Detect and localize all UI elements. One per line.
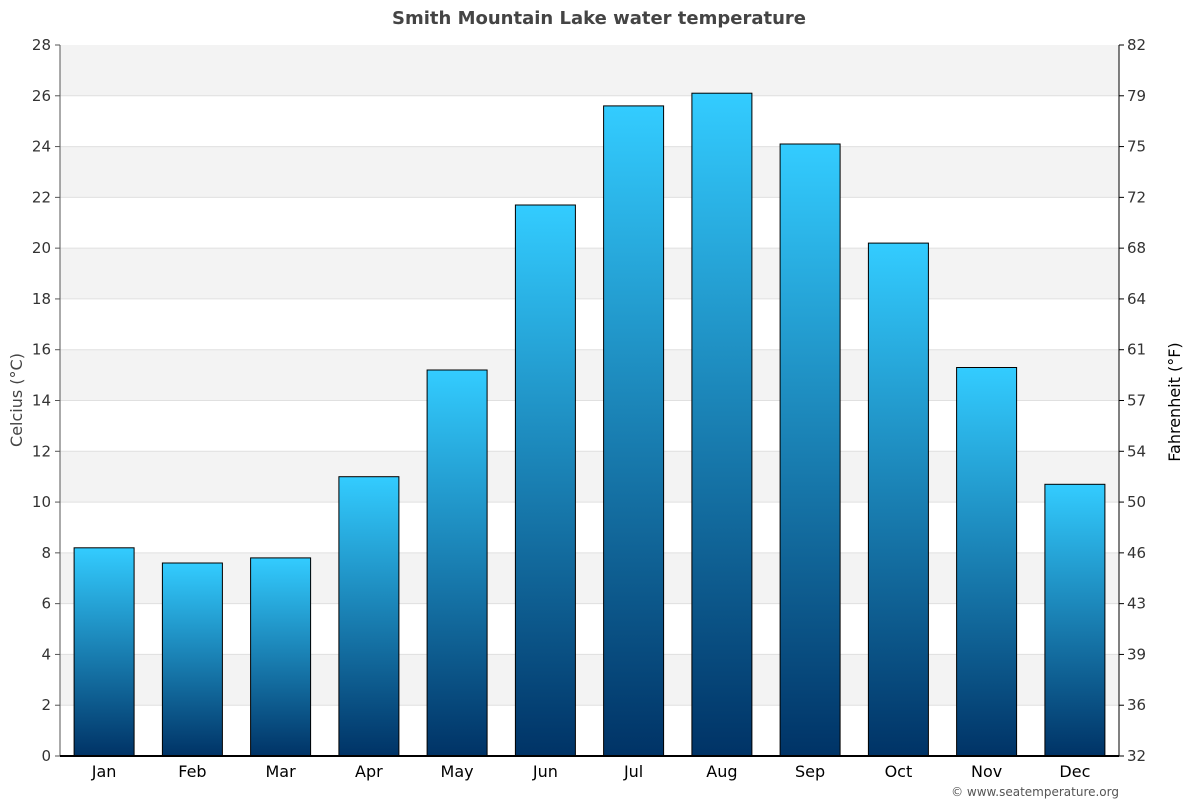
bar-oct	[867, 242, 929, 757]
y-tick-label-left: 10	[32, 493, 51, 511]
x-tick-label-may: May	[441, 762, 474, 781]
x-tick-label-jul: Jul	[623, 762, 643, 781]
y-tick-label-left: 24	[32, 138, 51, 156]
bar-jan	[73, 547, 135, 757]
y-tick-label-right: 64	[1127, 290, 1146, 308]
bar-apr	[338, 476, 400, 757]
bars	[73, 92, 1106, 757]
y-axis-label-celsius: Celcius (°C)	[7, 353, 26, 447]
y-tick-label-left: 20	[32, 239, 51, 257]
x-tick-label-jun: Jun	[532, 762, 558, 781]
y-tick-label-right: 46	[1127, 544, 1146, 562]
grid-band	[60, 654, 1119, 706]
grid-band	[60, 45, 1119, 96]
bar-dec	[1044, 483, 1106, 757]
x-tick-label-mar: Mar	[266, 762, 297, 781]
grid-band	[60, 248, 1119, 299]
x-tick-label-sep: Sep	[795, 762, 825, 781]
y-tick-label-right: 39	[1127, 645, 1146, 663]
x-tick-label-dec: Dec	[1059, 762, 1090, 781]
y-tick-label-right: 32	[1127, 747, 1146, 765]
bar-jul	[603, 105, 665, 757]
y-axis-ticks-fahrenheit: 32 36 39 43 46 50 54 57 61 64 68 72 75 79 82	[1119, 36, 1146, 765]
y-tick-label-left: 0	[41, 747, 51, 765]
y-tick-label-left: 2	[41, 696, 51, 714]
y-tick-label-right: 79	[1127, 87, 1146, 105]
y-tick-label-right: 54	[1127, 442, 1146, 460]
bar-jun	[514, 204, 576, 757]
grid-bands	[60, 45, 1119, 706]
y-tick-label-right: 36	[1127, 696, 1146, 714]
x-axis-ticks: Jan Feb Mar Apr May Jun Jul Aug Sep Oct Nov Dec	[91, 762, 1091, 781]
bar-mar	[250, 557, 312, 757]
gridlines	[60, 95, 1119, 706]
bar-aug	[691, 92, 753, 757]
grid-band	[60, 146, 1119, 198]
x-tick-label-oct: Oct	[885, 762, 913, 781]
y-tick-label-left: 6	[41, 595, 51, 613]
y-tick-label-right: 68	[1127, 239, 1146, 257]
y-tick-label-right: 72	[1127, 188, 1146, 206]
y-tick-label-left: 26	[32, 87, 51, 105]
y-tick-label-left: 18	[32, 290, 51, 308]
bar-feb	[161, 562, 223, 757]
y-tick-label-right: 50	[1127, 493, 1146, 511]
y-tick-label-right: 82	[1127, 36, 1146, 54]
y-tick-label-right: 61	[1127, 341, 1146, 359]
grid-band	[60, 349, 1119, 401]
y-tick-label-left: 8	[41, 544, 51, 562]
y-tick-label-left: 16	[32, 341, 51, 359]
y-tick-label-right: 75	[1127, 138, 1146, 156]
y-tick-label-right: 43	[1127, 595, 1146, 613]
y-axis-label-fahrenheit: Fahrenheit (°F)	[1165, 342, 1184, 461]
y-tick-label-left: 14	[32, 392, 51, 410]
bar-nov	[956, 367, 1018, 757]
y-tick-label-left: 12	[32, 442, 51, 460]
x-tick-label-apr: Apr	[355, 762, 383, 781]
y-tick-label-left: 28	[32, 36, 51, 54]
y-tick-label-right: 57	[1127, 392, 1146, 410]
chart-title: Smith Mountain Lake water temperature	[392, 8, 806, 29]
y-tick-label-left: 22	[32, 188, 51, 206]
grid-band	[60, 552, 1119, 604]
x-tick-label-nov: Nov	[971, 762, 1002, 781]
credit-text: © www.seatemperature.org	[951, 785, 1119, 799]
bar-may	[426, 369, 488, 757]
x-tick-label-aug: Aug	[706, 762, 737, 781]
bar-sep	[779, 143, 841, 757]
grid-band	[60, 451, 1119, 503]
x-tick-label-jan: Jan	[91, 762, 117, 781]
x-tick-label-feb: Feb	[178, 762, 206, 781]
y-tick-label-left: 4	[41, 645, 51, 663]
